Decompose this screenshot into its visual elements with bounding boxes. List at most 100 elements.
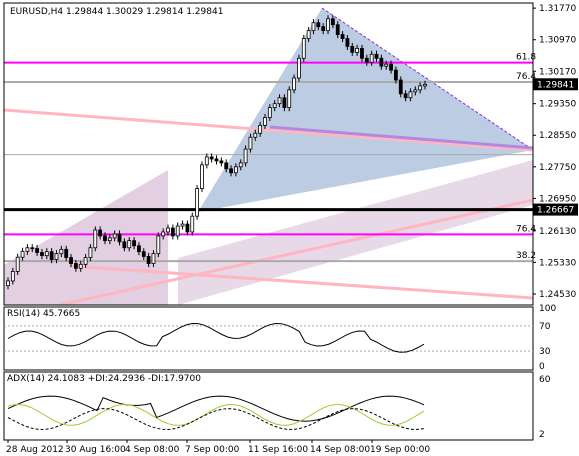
candle-body xyxy=(54,253,59,261)
candle-body xyxy=(83,257,88,265)
candle-body xyxy=(146,256,151,264)
candle-body xyxy=(175,225,180,237)
pattern-triangle xyxy=(198,8,533,212)
rsi-tick-label: 100 xyxy=(539,304,556,314)
candle-body xyxy=(166,227,170,233)
adx-line xyxy=(7,395,425,422)
candle-body xyxy=(248,136,253,150)
candle-body xyxy=(394,69,398,81)
candle-body xyxy=(49,251,54,261)
rsi-tick-label: 30 xyxy=(539,347,551,357)
candle-body xyxy=(20,250,25,258)
candle-body xyxy=(122,241,127,249)
candle-body xyxy=(272,103,277,109)
candle-body xyxy=(360,47,364,59)
y-tick-label: 1.28550 xyxy=(539,131,576,141)
candle-body xyxy=(69,257,73,264)
candle-body xyxy=(369,53,374,63)
y-tick-label: 1.26950 xyxy=(539,194,576,204)
candle-body xyxy=(73,263,78,269)
candle-body xyxy=(403,93,408,99)
x-tick-label: 28 Aug 2012 xyxy=(6,445,64,455)
price-tag-label: 1.29841 xyxy=(537,80,574,90)
y-tick-label: 1.31770 xyxy=(539,4,576,14)
candle-body xyxy=(59,248,64,255)
candle-body xyxy=(413,89,418,93)
x-tick-label: 30 Aug 16:00 xyxy=(65,445,126,455)
adx-tick-label: 60 xyxy=(539,375,551,385)
candle-body xyxy=(384,63,389,67)
candle-body xyxy=(78,263,83,269)
plus-di-line xyxy=(7,403,425,426)
candle-body xyxy=(185,223,190,233)
candle-body xyxy=(423,83,427,87)
candle-body xyxy=(98,229,103,237)
x-tick-label: 19 Sep 00:00 xyxy=(370,445,430,455)
y-tick-label: 1.24530 xyxy=(539,290,576,300)
candle-body xyxy=(253,132,258,138)
header-bg xyxy=(5,4,20,13)
candle-body xyxy=(93,229,98,249)
fib-level-label: 38.2 xyxy=(516,251,536,261)
candle-body xyxy=(64,248,69,259)
candle-body xyxy=(88,247,93,259)
candle-body xyxy=(141,251,146,257)
y-tick-label: 1.27750 xyxy=(539,163,576,173)
candle-body xyxy=(418,85,423,91)
candle-body xyxy=(345,38,350,47)
candle-body xyxy=(127,240,132,249)
channel-band xyxy=(4,170,168,305)
candle-body xyxy=(374,53,379,59)
y-tick-label: 1.26130 xyxy=(539,227,576,237)
price-tag-box xyxy=(533,78,578,91)
rsi-tick-label: 70 xyxy=(539,322,551,332)
candle-body xyxy=(40,252,44,257)
candle-body xyxy=(200,164,204,189)
candle-body xyxy=(190,215,195,233)
y-tick-label: 1.29350 xyxy=(539,100,576,110)
candle-body xyxy=(107,237,112,242)
candle-body xyxy=(30,247,35,250)
candle-body xyxy=(297,57,301,79)
candle-body xyxy=(117,233,122,243)
main-panel-frame xyxy=(3,2,534,306)
candle-body xyxy=(180,223,185,227)
x-tick-label: 4 Sep 08:00 xyxy=(125,445,180,455)
candle-body xyxy=(195,188,200,217)
triangle-dashed-edge xyxy=(321,7,533,151)
candle-body xyxy=(209,156,214,160)
candle-body xyxy=(112,233,117,239)
candle-body xyxy=(330,18,335,26)
candle-body xyxy=(233,166,238,174)
candle-body xyxy=(306,30,311,39)
chart-header: EURUSD,H4 1.29844 1.30029 1.29814 1.2984… xyxy=(10,7,223,17)
lower-channel-band xyxy=(178,160,533,305)
x-tick-label: 7 Sep 00:00 xyxy=(185,445,240,455)
candle-body xyxy=(25,247,30,252)
candle-body xyxy=(335,24,340,35)
candle-body xyxy=(350,46,355,53)
candle-body xyxy=(267,107,272,118)
candle-body xyxy=(6,280,10,287)
adx-title: ADX(14) 24.1083 +DI:24.2936 -DI:17.9700 xyxy=(7,374,201,384)
candle-body xyxy=(258,124,263,134)
candle-body xyxy=(224,162,229,170)
candle-body xyxy=(161,231,166,237)
adx-panel-frame xyxy=(3,371,534,441)
y-tick-label: 1.25330 xyxy=(539,258,576,268)
candle-body xyxy=(15,256,20,272)
candle-body xyxy=(389,63,393,71)
minus-di-line xyxy=(7,408,425,431)
candle-body xyxy=(170,227,175,237)
candle-body xyxy=(219,160,224,164)
candle-body xyxy=(326,18,330,32)
candle-body xyxy=(44,251,49,257)
candle-body xyxy=(287,89,292,109)
candle-body xyxy=(263,117,267,126)
candle-body xyxy=(103,235,107,242)
main-plot-area xyxy=(4,7,533,305)
candle-body xyxy=(292,77,296,91)
candle-body xyxy=(379,57,384,67)
candle-body xyxy=(238,162,243,168)
